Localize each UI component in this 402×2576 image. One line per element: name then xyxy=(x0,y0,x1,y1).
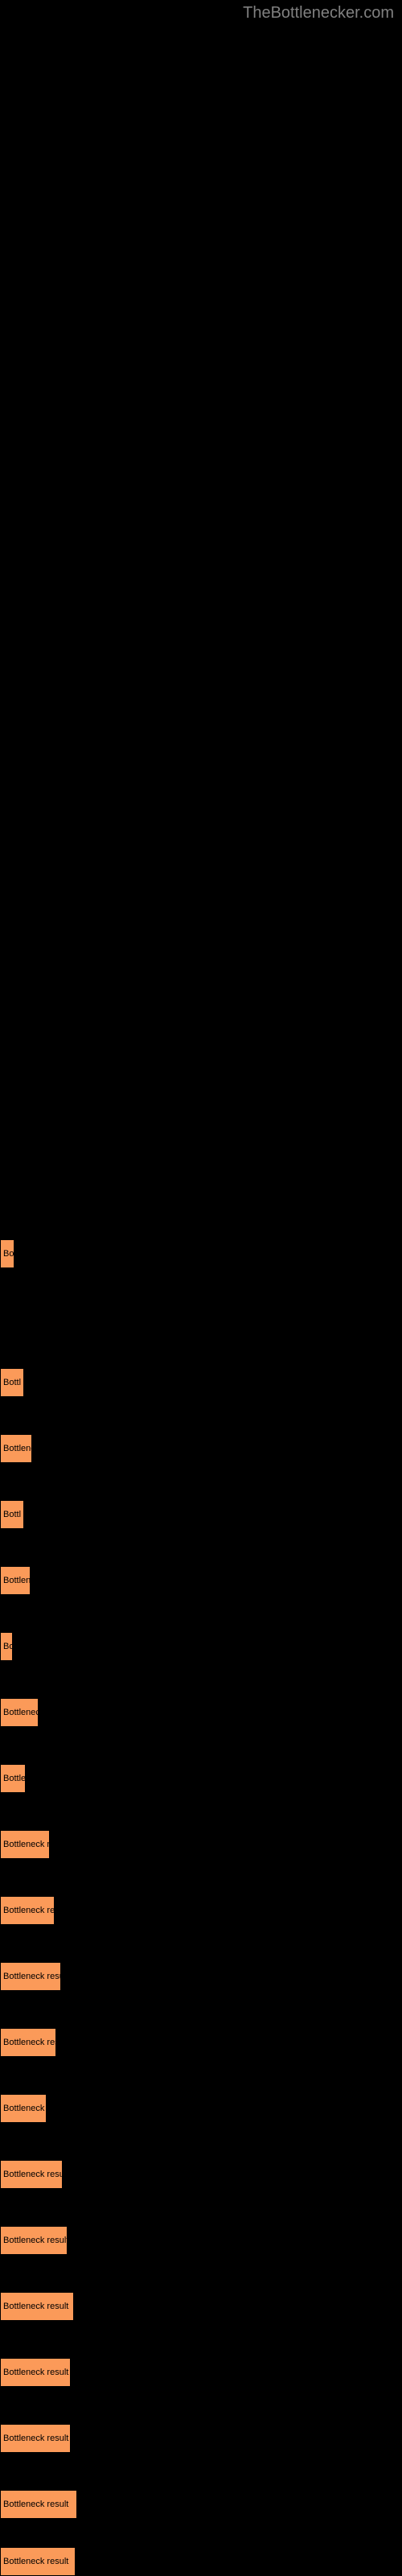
bar-label: Bottl xyxy=(3,1510,21,1519)
bar-container: Bottl xyxy=(0,1500,24,1529)
bar-label: Bottlenec xyxy=(3,1708,39,1717)
bar: Bottl xyxy=(0,1368,24,1397)
bar: Bottlen xyxy=(0,1566,31,1595)
bar-label: Bottleneck re xyxy=(3,1840,50,1849)
bar-container: Bo xyxy=(0,1239,14,1268)
bar: Bottleneck res xyxy=(0,1896,55,1925)
bar: Bottleneck result xyxy=(0,2160,63,2189)
bar-label: Bottlen xyxy=(3,1576,31,1585)
bar-label: Bottleneck result xyxy=(3,2302,68,2311)
watermark-text: TheBottlenecker.com xyxy=(243,4,394,23)
bar-label: Bo xyxy=(3,1249,14,1259)
bar-container: Bottleneck result xyxy=(0,2358,71,2387)
bar-label: Bottleneck result xyxy=(3,2557,68,2566)
bar-container: Bottleneck r xyxy=(0,2094,47,2123)
bar: Bo xyxy=(0,1239,14,1268)
bar-container: Bottleneck result xyxy=(0,2160,63,2189)
bar-label: Bottleneck res xyxy=(3,1906,55,1915)
chart-area: TheBottlenecker.com Bo Bottl Bottlene Bottl… xyxy=(0,0,402,2575)
bar: Bottleneck r xyxy=(0,2094,47,2123)
bar: Bottleneck resu xyxy=(0,2028,56,2057)
bar: Bottle xyxy=(0,1764,26,1793)
bar: Bottleneck result xyxy=(0,2358,71,2387)
bar-container: Bo xyxy=(0,1632,13,1661)
bar-label: Bottleneck resu xyxy=(3,2038,56,2047)
bar: Bottleneck result xyxy=(0,2424,71,2453)
bar-container: Bottleneck result xyxy=(0,2226,68,2255)
bar-container: Bottleneck result xyxy=(0,2547,76,2576)
bar-container: Bottleneck result xyxy=(0,2490,77,2519)
bar: Bo xyxy=(0,1632,13,1661)
bar-label: Bottle xyxy=(3,1774,26,1783)
bar: Bottlene xyxy=(0,1434,32,1463)
bar-label: Bottl xyxy=(3,1378,21,1387)
bar: Bottleneck re xyxy=(0,1830,50,1859)
bar-label: Bottleneck result xyxy=(3,2368,68,2377)
bar-container: Bottle xyxy=(0,1764,26,1793)
bar-container: Bottleneck result xyxy=(0,1962,61,1991)
bar-label: Bottlene xyxy=(3,1444,32,1453)
bar: Bottleneck result xyxy=(0,2226,68,2255)
bar-label: Bottleneck result xyxy=(3,2500,68,2509)
bar-container: Bottlene xyxy=(0,1434,32,1463)
bar: Bottl xyxy=(0,1500,24,1529)
bar: Bottleneck result xyxy=(0,2547,76,2576)
bar-container: Bottl xyxy=(0,1368,24,1397)
bar-label: Bottleneck result xyxy=(3,2236,68,2245)
bar-label: Bottleneck r xyxy=(3,2104,47,2113)
bar: Bottleneck result xyxy=(0,2292,74,2321)
bar-container: Bottleneck re xyxy=(0,1830,50,1859)
bar: Bottleneck result xyxy=(0,1962,61,1991)
bar-container: Bottleneck resu xyxy=(0,2028,56,2057)
bar-container: Bottleneck result xyxy=(0,2292,74,2321)
bar-container: Bottlenec xyxy=(0,1698,39,1727)
bar: Bottleneck result xyxy=(0,2490,77,2519)
bar-container: Bottleneck res xyxy=(0,1896,55,1925)
bar-label: Bo xyxy=(3,1642,13,1651)
bar-label: Bottleneck result xyxy=(3,1972,61,1981)
bar-label: Bottleneck result xyxy=(3,2434,68,2443)
bar-container: Bottleneck result xyxy=(0,2424,71,2453)
bar-label: Bottleneck result xyxy=(3,2170,63,2179)
bar-container: Bottlen xyxy=(0,1566,31,1595)
bar: Bottlenec xyxy=(0,1698,39,1727)
